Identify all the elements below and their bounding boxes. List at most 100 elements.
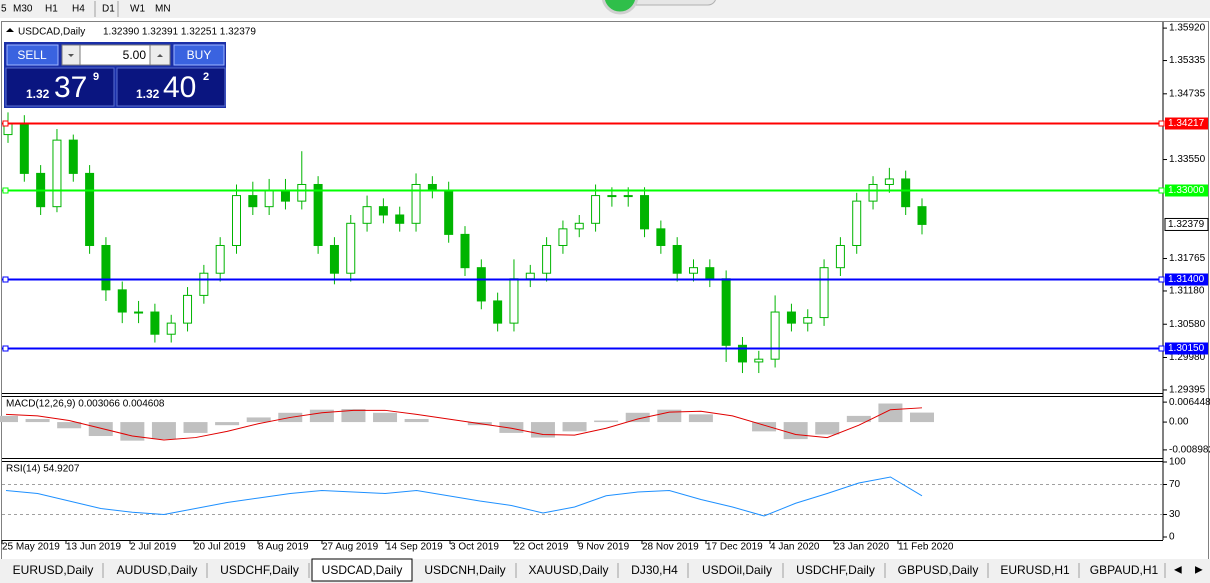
candle-body — [313, 183, 323, 246]
timeframe-button[interactable]: MN — [155, 4, 171, 15]
tab-bg[interactable] — [621, 561, 688, 580]
tab[interactable]: USDCHF,Daily — [210, 561, 310, 580]
tab-bg[interactable] — [519, 561, 618, 580]
macd-bar — [246, 417, 271, 423]
candle-body — [558, 228, 568, 246]
tab[interactable]: USDCNH,Daily — [414, 561, 517, 580]
tab-bg[interactable] — [210, 561, 309, 580]
tab-bg[interactable] — [691, 561, 783, 580]
timeframe-button[interactable]: M30 — [13, 4, 33, 15]
macd-bar — [910, 412, 934, 423]
macd-bar — [183, 422, 208, 433]
buy-label[interactable]: BUY — [187, 48, 212, 62]
tab[interactable]: DJ30,H4 — [621, 561, 689, 580]
candle-body — [803, 317, 813, 324]
candle-body — [460, 233, 470, 269]
y-tick-label: 0.00 — [1169, 417, 1189, 428]
tab-label[interactable]: GBPAUD,H1 — [1090, 563, 1159, 577]
candle-body — [672, 244, 682, 274]
timeframe-button[interactable]: W1 — [130, 4, 145, 15]
tab-bg[interactable] — [414, 561, 516, 580]
y-tick-label: 1.35920 — [1169, 23, 1206, 34]
tab-bg[interactable] — [888, 561, 988, 580]
macd-bar — [404, 418, 429, 423]
tab[interactable]: USDCAD,Daily — [311, 558, 413, 582]
candle-body — [640, 195, 650, 230]
tab-label[interactable]: USDOil,Daily — [702, 563, 772, 577]
tab-label[interactable]: GBPUSD,Daily — [898, 563, 979, 577]
bid-big: 1.32 — [26, 87, 50, 101]
candle-body — [134, 311, 144, 314]
tab[interactable]: EURUSD,H1 — [991, 561, 1080, 580]
tab[interactable]: USDOil,Daily — [691, 561, 784, 580]
level-handle — [2, 276, 9, 283]
candle-body — [591, 195, 601, 224]
time-label: 4 Jan 2020 — [770, 542, 820, 553]
tab-label[interactable]: USDCHF,Daily — [796, 563, 875, 577]
toggle-track[interactable] — [620, 0, 716, 6]
tab-label[interactable]: XAUUSD,Daily — [528, 563, 608, 577]
candle-body — [52, 139, 62, 208]
tab-label[interactable]: EURUSD,Daily — [13, 563, 94, 577]
candle-body — [166, 322, 176, 335]
tab-bg[interactable] — [3, 561, 103, 580]
timeframe-button[interactable]: D1 — [102, 4, 115, 15]
tab[interactable]: EURUSD,Daily — [3, 561, 104, 580]
candle-body — [427, 183, 437, 191]
tab[interactable]: USDCHF,Daily — [786, 561, 886, 580]
macd-bar — [846, 415, 871, 423]
lots-value[interactable]: 5.00 — [123, 48, 147, 62]
active-tab[interactable] — [311, 558, 413, 582]
sell-label[interactable]: SELL — [17, 48, 47, 62]
y-tick-label: 1.34735 — [1169, 88, 1206, 99]
timeframe-button[interactable]: H4 — [72, 4, 85, 15]
ask-small: 2 — [203, 71, 209, 83]
tab-label[interactable]: USDCNH,Daily — [424, 563, 505, 577]
macd-bar — [215, 422, 240, 426]
sell-button[interactable] — [6, 44, 59, 66]
tab-scroll-left[interactable]: ◀ — [1174, 565, 1182, 576]
tab-label[interactable]: EURUSD,H1 — [1000, 563, 1070, 577]
tab-bg[interactable] — [1083, 561, 1165, 580]
candle-body — [297, 183, 307, 202]
tab[interactable]: AUDUSD,Daily — [107, 561, 208, 580]
buy-button[interactable] — [173, 44, 225, 66]
ask-box[interactable] — [116, 67, 226, 107]
tab[interactable]: GBPUSD,Daily — [888, 561, 989, 580]
up-arrow — [157, 54, 163, 57]
time-label: 27 Aug 2019 — [322, 542, 379, 553]
tab-label[interactable]: USDCAD,Daily — [322, 563, 403, 577]
tab-bg[interactable] — [107, 561, 207, 580]
tab-bg[interactable] — [786, 561, 885, 580]
timeframe-button[interactable]: H1 — [45, 4, 58, 15]
candle-body — [819, 267, 829, 319]
time-label: 2 Jul 2019 — [130, 542, 177, 553]
time-label: 23 Jan 2020 — [834, 542, 889, 553]
tab-bg[interactable] — [991, 561, 1079, 580]
candle-body — [199, 272, 209, 296]
macd-bar — [530, 422, 555, 438]
collapse-icon[interactable] — [6, 28, 14, 32]
tab-scroll-right[interactable]: ▶ — [1195, 565, 1203, 576]
bid-box[interactable] — [5, 67, 115, 107]
timeframe-button[interactable]: 5 — [1, 4, 7, 15]
y-tick-label: 1.31765 — [1169, 253, 1206, 264]
macd-bar — [373, 412, 398, 423]
candle-body — [689, 267, 698, 274]
candle-body — [721, 278, 731, 346]
tab-label[interactable]: AUDUSD,Daily — [117, 563, 198, 577]
tab-label[interactable]: DJ30,H4 — [631, 563, 678, 577]
tab[interactable]: GBPAUD,H1 — [1083, 561, 1166, 580]
toggle-knob[interactable] — [601, 0, 639, 15]
macd-bar — [88, 422, 113, 437]
y-tick-label: 0 — [1169, 532, 1175, 543]
tab[interactable]: XAUUSD,Daily — [519, 561, 619, 580]
y-tick-label: 1.35335 — [1169, 55, 1206, 66]
level-handle — [1158, 276, 1165, 283]
y-tick-label: 1.29395 — [1169, 385, 1206, 396]
candle-body — [574, 222, 584, 230]
candle-body — [183, 294, 193, 324]
tab-label[interactable]: USDCHF,Daily — [220, 563, 299, 577]
